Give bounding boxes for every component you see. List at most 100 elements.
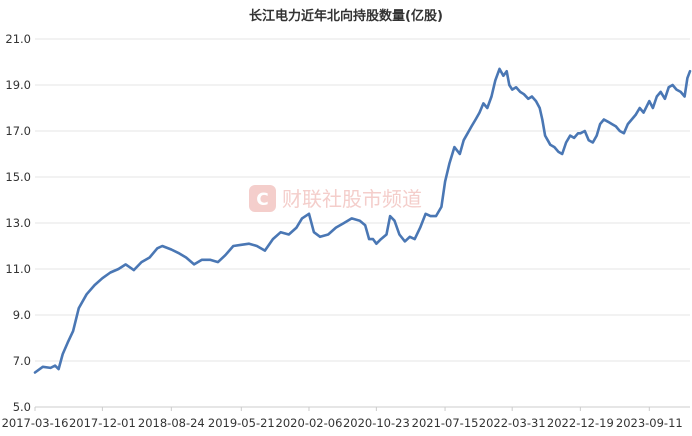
data-point bbox=[584, 130, 586, 132]
data-point bbox=[611, 123, 613, 125]
x-tick-label: 2022-03-31 bbox=[479, 416, 546, 430]
data-point bbox=[301, 217, 303, 220]
data-point bbox=[217, 261, 219, 263]
data-point bbox=[72, 330, 74, 332]
x-tick-label: 2022-12-19 bbox=[547, 416, 614, 430]
data-point bbox=[248, 242, 250, 245]
data-point bbox=[652, 107, 654, 109]
data-point bbox=[508, 84, 511, 86]
data-point bbox=[659, 91, 662, 93]
data-point bbox=[201, 259, 203, 261]
data-point bbox=[459, 153, 461, 155]
data-point bbox=[101, 277, 104, 280]
y-tick-label: 17.0 bbox=[5, 124, 31, 138]
data-point bbox=[117, 268, 120, 270]
data-point bbox=[478, 111, 481, 114]
data-point bbox=[256, 245, 258, 247]
data-point bbox=[490, 95, 493, 98]
data-point bbox=[85, 293, 88, 296]
data-point bbox=[49, 367, 52, 369]
data-point bbox=[642, 111, 645, 114]
x-tick-label: 2020-02-06 bbox=[276, 416, 343, 430]
data-point bbox=[272, 238, 274, 240]
data-point bbox=[368, 238, 370, 240]
x-tick-label: 2020-10-23 bbox=[343, 416, 410, 430]
y-axis-ticks: 5.0 7.0 9.0 11.0 13.0 15.0 17.0 19.0 21.0 bbox=[5, 32, 31, 414]
data-point bbox=[553, 146, 556, 148]
data-point bbox=[486, 107, 489, 109]
data-point bbox=[494, 79, 497, 82]
data-point bbox=[264, 249, 266, 252]
x-tick-label: 2023-09-11 bbox=[616, 416, 683, 430]
data-point bbox=[435, 215, 437, 217]
x-tick-label: 2019-05-21 bbox=[208, 416, 275, 430]
data-point bbox=[679, 91, 682, 93]
data-point bbox=[630, 118, 633, 121]
data-point bbox=[185, 256, 187, 259]
data-point bbox=[482, 102, 485, 105]
data-point bbox=[603, 118, 605, 121]
data-point bbox=[462, 139, 465, 141]
cls-logo-glyph: C bbox=[256, 190, 268, 210]
data-point bbox=[541, 118, 544, 121]
data-point bbox=[607, 121, 609, 123]
data-point bbox=[531, 95, 533, 98]
data-point bbox=[615, 125, 617, 128]
data-point bbox=[409, 236, 411, 238]
data-point bbox=[511, 88, 513, 91]
data-point bbox=[561, 153, 563, 155]
data-point bbox=[656, 95, 658, 98]
data-point bbox=[505, 70, 508, 72]
chart-title: 长江电力近年北向持股数量(亿股) bbox=[249, 8, 443, 24]
data-point bbox=[689, 70, 691, 72]
x-tick-label: 2017-12-01 bbox=[69, 416, 136, 430]
data-point bbox=[385, 233, 388, 236]
data-point bbox=[170, 248, 173, 251]
x-tick-label: 2017-03-16 bbox=[2, 416, 69, 430]
x-axis-ticks: 2017-03-16 2017-12-01 2018-08-24 2019-05-21… bbox=[2, 407, 683, 430]
x-tick-label: 2021-07-15 bbox=[412, 416, 479, 430]
data-point bbox=[308, 213, 310, 215]
data-point bbox=[638, 107, 641, 109]
y-tick-label: 13.0 bbox=[5, 216, 31, 230]
data-point bbox=[54, 364, 56, 367]
data-point bbox=[161, 245, 164, 247]
data-point bbox=[592, 141, 594, 144]
y-tick-label: 9.0 bbox=[13, 308, 31, 322]
x-tick-label: 2018-08-24 bbox=[138, 416, 205, 430]
data-point bbox=[375, 242, 378, 245]
data-point bbox=[34, 371, 36, 374]
data-point bbox=[623, 132, 625, 135]
data-point bbox=[350, 217, 353, 220]
data-point bbox=[359, 219, 361, 222]
y-tick-label: 5.0 bbox=[13, 400, 31, 414]
data-point bbox=[313, 231, 315, 233]
series-line bbox=[33, 67, 692, 374]
data-point bbox=[148, 256, 151, 259]
data-point bbox=[683, 95, 686, 98]
data-point bbox=[498, 68, 501, 70]
data-point bbox=[549, 144, 552, 146]
data-point bbox=[599, 123, 601, 125]
data-point bbox=[595, 134, 598, 137]
data-point bbox=[42, 366, 44, 368]
data-point bbox=[177, 252, 180, 254]
data-point bbox=[587, 139, 590, 141]
data-point bbox=[93, 284, 96, 286]
data-point bbox=[686, 77, 689, 79]
data-point bbox=[565, 141, 567, 144]
data-point bbox=[519, 91, 521, 93]
data-point bbox=[515, 86, 517, 89]
y-tick-label: 21.0 bbox=[5, 32, 31, 46]
data-point bbox=[335, 226, 337, 229]
data-point bbox=[140, 261, 143, 263]
data-point bbox=[124, 263, 127, 266]
data-point bbox=[470, 125, 473, 128]
y-tick-label: 19.0 bbox=[5, 78, 31, 92]
data-point bbox=[380, 238, 382, 240]
data-point bbox=[288, 233, 290, 236]
data-point bbox=[404, 240, 406, 243]
data-point bbox=[279, 231, 282, 233]
data-point bbox=[389, 215, 391, 217]
